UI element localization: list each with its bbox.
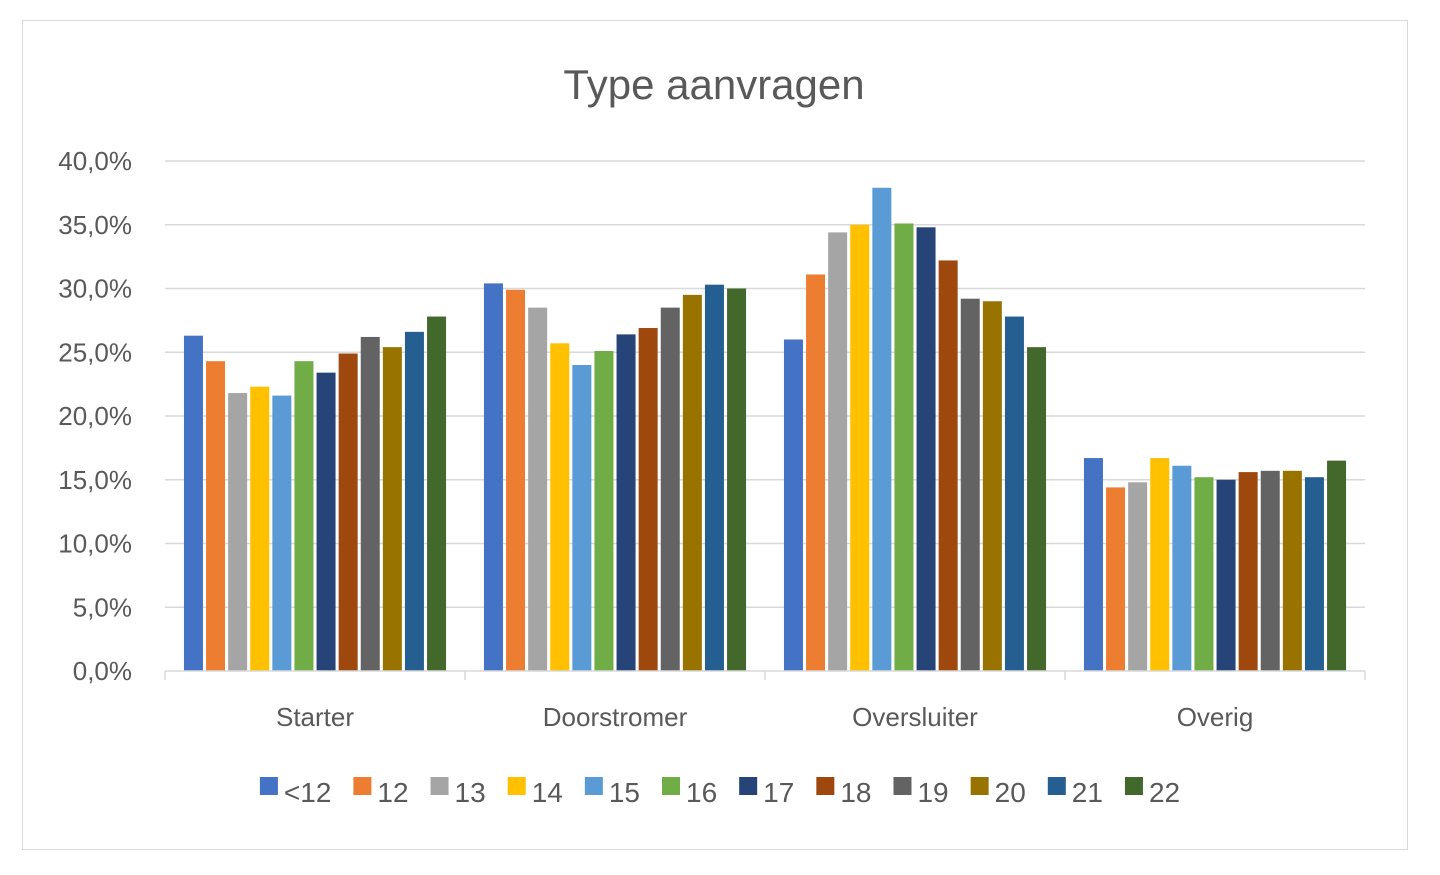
bar: [704, 284, 724, 671]
bar: [1194, 477, 1214, 671]
bar: [404, 331, 424, 671]
bar: [228, 393, 248, 671]
bar: [660, 307, 680, 671]
bar: [206, 361, 226, 671]
bar: [916, 227, 936, 672]
legend-label: <12: [284, 777, 332, 808]
x-category-label: Overig: [1177, 702, 1254, 732]
bar: [872, 187, 892, 671]
bar: [982, 301, 1002, 671]
bar: [572, 365, 592, 671]
legend-label: 17: [763, 777, 794, 808]
bar: [316, 372, 336, 671]
bar: [682, 294, 702, 671]
legend-swatch: [1047, 777, 1066, 795]
bars: [183, 187, 1347, 672]
bar: [528, 307, 548, 671]
bar: [1027, 347, 1047, 671]
bar: [1106, 487, 1126, 671]
legend-label: 18: [840, 777, 871, 808]
legend-swatch: [507, 777, 526, 795]
bar: [1282, 470, 1302, 671]
bar: [1216, 479, 1236, 671]
bar: [338, 353, 358, 671]
y-tick-label: 40,0%: [58, 146, 132, 176]
legend-swatch: [353, 777, 372, 795]
x-category-label: Starter: [276, 702, 354, 732]
bar: [1327, 460, 1347, 671]
legend-swatch: [739, 777, 758, 795]
y-tick-label: 15,0%: [58, 465, 132, 495]
bar: [250, 386, 270, 671]
legend-swatch: [970, 777, 989, 795]
y-tick-label: 30,0%: [58, 274, 132, 304]
x-category-label: Doorstromer: [543, 702, 688, 732]
bar: [506, 289, 526, 671]
y-tick-label: 35,0%: [58, 210, 132, 240]
legend-swatch: [816, 777, 835, 795]
y-axis: 0,0% 5,0% 10,0% 15,0% 20,0% 25,0% 30,0% 35,0% 40…: [58, 146, 132, 686]
bar: [850, 224, 870, 671]
y-tick-label: 5,0%: [73, 592, 132, 622]
legend-swatch: [662, 777, 681, 795]
legend-label: 16: [686, 777, 717, 808]
bar: [616, 334, 636, 671]
bar: [183, 335, 203, 671]
bar: [1083, 458, 1103, 671]
legend-label: 22: [1149, 777, 1180, 808]
legend-label: 13: [455, 777, 486, 808]
bar: [894, 223, 914, 671]
bar: [594, 350, 614, 671]
bar: [360, 336, 380, 671]
bar: [828, 232, 848, 671]
legend-label: 20: [995, 777, 1026, 808]
bar: [483, 283, 503, 671]
bar: [727, 288, 747, 671]
legend-swatch: [1124, 777, 1143, 795]
bar: [1128, 482, 1148, 671]
legend-label: 15: [609, 777, 640, 808]
x-axis: Starter Doorstromer Oversluiter Overig: [164, 670, 1366, 732]
bar: [783, 339, 803, 671]
legend-swatch: [893, 777, 912, 795]
legend-swatch: [584, 777, 603, 795]
bar: [1260, 470, 1280, 671]
bar: [272, 395, 292, 671]
legend-swatch: [430, 777, 449, 795]
bar: [550, 343, 570, 671]
legend-label: 19: [917, 777, 948, 808]
bar: [382, 347, 402, 671]
legend-label: 12: [377, 777, 408, 808]
bar: [1238, 472, 1258, 671]
y-tick-label: 10,0%: [58, 529, 132, 559]
bar: [1004, 316, 1024, 671]
bar: [427, 316, 447, 671]
bar: [938, 260, 958, 671]
legend-swatch: [259, 777, 278, 795]
legend: <12 12 13 14 15 16 17 18 19 20 21 22: [259, 777, 1180, 808]
bar: [1172, 465, 1192, 671]
bar: [806, 274, 826, 671]
chart-title: Type aanvragen: [563, 61, 864, 108]
y-tick-label: 20,0%: [58, 401, 132, 431]
bar: [1150, 458, 1170, 671]
bar: [1304, 477, 1324, 671]
x-category-label: Oversluiter: [852, 702, 978, 732]
bar: [638, 328, 658, 671]
legend-label: 21: [1072, 777, 1103, 808]
bar: [960, 298, 980, 671]
y-tick-label: 25,0%: [58, 337, 132, 367]
y-tick-label: 0,0%: [73, 656, 132, 686]
legend-label: 14: [532, 777, 563, 808]
bar: [294, 361, 314, 671]
